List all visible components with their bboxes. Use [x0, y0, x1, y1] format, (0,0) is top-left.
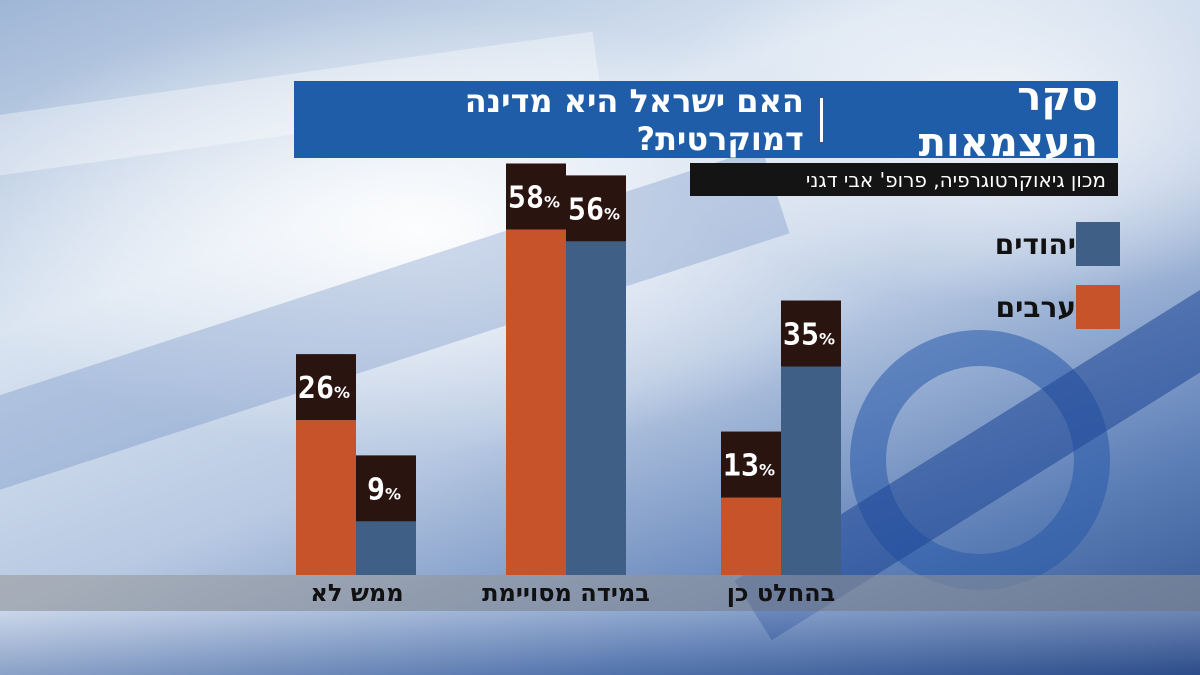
bar-jews-1	[566, 241, 626, 575]
category-label-1: במידה מסויימת	[482, 579, 650, 607]
category-label-2: בהחלט כן	[727, 579, 836, 607]
value-label-box	[566, 175, 626, 242]
bar-jews-0	[356, 521, 416, 575]
category-axis-band	[0, 575, 1200, 611]
legend-item-jews: יהודים	[964, 222, 1120, 266]
value-label-box	[356, 455, 416, 522]
legend-label-jews: יהודים	[994, 227, 1076, 261]
value-label-arabs-1: 58%	[508, 180, 560, 215]
title-divider	[819, 97, 823, 142]
bar-jews-2	[781, 366, 841, 575]
bar-arabs-1	[506, 229, 566, 575]
value-label-jews-1: 56%	[568, 192, 620, 227]
bar-arabs-0	[296, 420, 356, 575]
legend-swatch-jews	[1076, 222, 1120, 266]
legend-label-arabs: ערבים	[995, 290, 1076, 324]
bottom-band	[0, 611, 1200, 675]
title-bar: סקר העצמאות האם ישראל היא מדינה דמוקרטית…	[294, 74, 1118, 166]
chart-title: סקר העצמאות	[918, 73, 1098, 166]
legend-swatch-arabs	[1076, 285, 1120, 329]
chart-question: האם ישראל היא מדינה דמוקרטית?	[464, 81, 804, 158]
source-bar: מכון גיאוקרטוגרפיה, פרופ' אבי דגני	[690, 163, 1118, 196]
value-label-arabs-2: 13%	[723, 449, 775, 484]
category-label-0: ממש לא	[310, 579, 403, 607]
value-label-box	[781, 300, 841, 367]
bar-arabs-2	[721, 497, 781, 575]
value-label-box	[721, 431, 781, 498]
value-label-arabs-0: 26%	[298, 371, 350, 406]
value-label-box	[506, 163, 566, 230]
value-label-jews-0: 9%	[367, 472, 401, 507]
value-label-jews-2: 35%	[783, 318, 835, 353]
chart-source: מכון גיאוקרטוגרפיה, פרופ' אבי דגני	[805, 167, 1106, 192]
value-label-box	[296, 354, 356, 421]
legend-item-arabs: ערבים	[964, 285, 1120, 329]
